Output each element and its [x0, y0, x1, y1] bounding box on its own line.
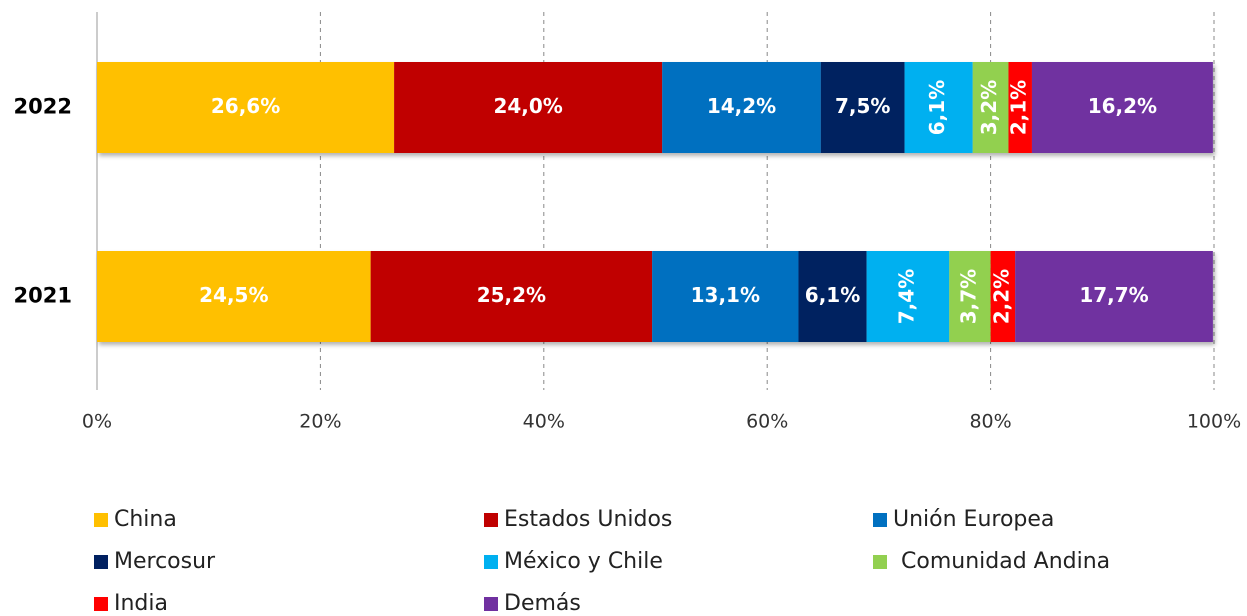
x-tick-label: 40% [523, 411, 565, 433]
bar-segment [1015, 251, 1213, 342]
legend-swatch [484, 597, 498, 611]
bar-segment [949, 251, 991, 342]
bar-segment [972, 62, 1009, 153]
bar-segment [990, 251, 1016, 342]
data-label: 7,5% [835, 94, 890, 118]
bar-segment [97, 62, 395, 153]
legend-label: Estados Unidos [504, 507, 672, 532]
bar-group [97, 62, 1213, 153]
category-label: 2021 [14, 284, 72, 308]
data-label: 24,5% [199, 283, 268, 307]
legend-swatch [94, 513, 108, 527]
bar-segment [866, 251, 950, 342]
x-tick-label: 20% [299, 411, 341, 433]
data-label: 13,1% [691, 283, 760, 307]
legend-swatch [873, 555, 887, 569]
bar-segment [652, 251, 799, 342]
bar-segment [798, 251, 867, 342]
data-label: 2,1% [1007, 80, 1031, 135]
bar-segment [1031, 62, 1213, 153]
data-label: 3,7% [956, 269, 980, 324]
data-label: 7,4% [894, 269, 918, 324]
legend-label: Unión Europea [893, 507, 1054, 532]
data-label: 14,2% [707, 94, 776, 118]
bar-segment [97, 251, 371, 342]
legend-label: Mercosur [114, 549, 216, 574]
bar-segment [394, 62, 663, 153]
data-label: 6,1% [805, 283, 860, 307]
data-label: 2,2% [989, 269, 1013, 324]
bar-segment [662, 62, 821, 153]
data-label: 16,2% [1088, 94, 1157, 118]
x-tick-label: 100% [1187, 411, 1241, 433]
data-label: 24,0% [493, 94, 562, 118]
legend-label: China [114, 507, 177, 532]
bar-segment [820, 62, 905, 153]
data-label: 26,6% [211, 94, 280, 118]
bar-segment [904, 62, 973, 153]
x-tick-label: 80% [969, 411, 1011, 433]
data-label: 6,1% [925, 80, 949, 135]
legend-swatch [94, 597, 108, 611]
x-tick-label: 0% [82, 411, 112, 433]
legend-label: Demás [504, 591, 581, 616]
data-label: 25,2% [477, 283, 546, 307]
bar-segment [1008, 62, 1032, 153]
legend-label: India [114, 591, 168, 616]
x-tick-label: 60% [746, 411, 788, 433]
legend-swatch [94, 555, 108, 569]
legend-label: Comunidad Andina [901, 549, 1110, 574]
data-label: 17,7% [1079, 283, 1148, 307]
legend-swatch [484, 555, 498, 569]
legend-label: México y Chile [504, 549, 663, 574]
data-label: 3,2% [977, 80, 1001, 135]
legend-swatch [484, 513, 498, 527]
category-label: 2022 [14, 95, 72, 119]
legend-swatch [873, 513, 887, 527]
bar-segment [370, 251, 653, 342]
bar-group [97, 251, 1213, 342]
